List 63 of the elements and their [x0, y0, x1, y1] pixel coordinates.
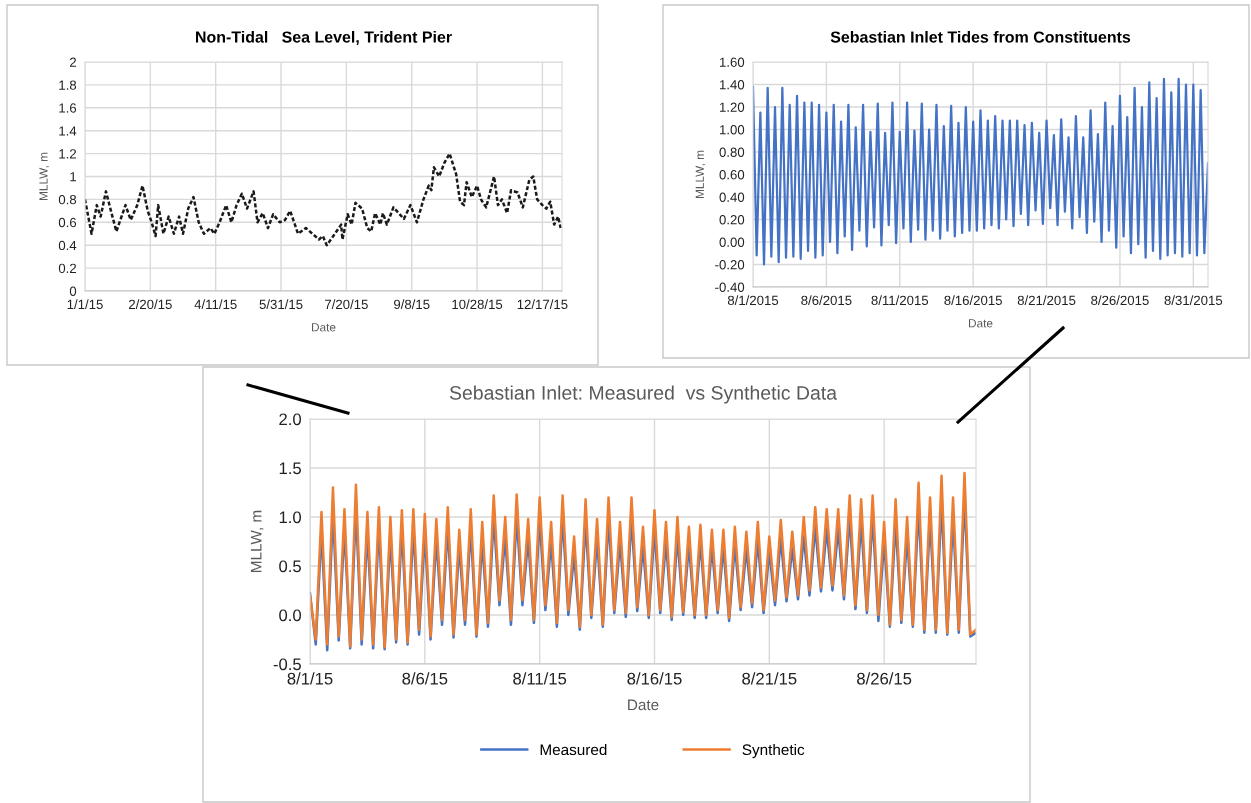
x-tick-label: 8/31/2015	[1164, 295, 1223, 306]
y-tick-label: 1.20	[720, 102, 745, 112]
y-tick-label: 0.40	[719, 192, 745, 202]
x-tick-label: 12/17/15	[517, 299, 568, 310]
y-axis-title: MLLW, m	[695, 150, 706, 199]
y-tick-label: 0.60	[719, 170, 745, 180]
x-tick-label: 7/20/15	[325, 299, 368, 310]
y-tick-label: 0.5	[279, 560, 301, 573]
x-tick-label: 8/26/2015	[1091, 295, 1149, 306]
y-tick-label: 0.6	[58, 217, 77, 228]
x-tick-label: 8/6/2015	[801, 295, 852, 306]
y-tick-label: 1	[70, 172, 77, 182]
x-tick-label: 10/28/15	[452, 299, 503, 310]
x-tick-label: 2/20/15	[129, 299, 172, 310]
chart-title: Non-Tidal Sea Level, Trident Pier	[196, 30, 452, 46]
y-tick-label: 0.2	[58, 263, 77, 274]
y-tick-label: 1.4	[59, 126, 77, 136]
y-tick-label: 0.8	[58, 194, 77, 205]
y-tick-label: 0.20	[719, 215, 745, 225]
y-tick-label: 0	[69, 286, 77, 296]
x-tick-label: 1/1/15	[67, 299, 103, 310]
y-tick-label: 1.2	[59, 149, 77, 159]
x-tick-label: 8/26/15	[857, 672, 912, 685]
y-tick-label: 1.0	[279, 511, 302, 524]
y-tick-label: 1.6	[59, 103, 77, 113]
x-axis-title: Date	[628, 699, 659, 711]
y-tick-label: 1.8	[59, 80, 77, 90]
legend-label: Measured	[540, 743, 607, 756]
y-tick-label: 1.40	[720, 80, 745, 90]
x-tick-label: 8/16/15	[627, 672, 682, 685]
x-tick-label: 9/8/15	[393, 299, 430, 310]
y-axis-title: MLLW, m	[250, 510, 264, 572]
x-axis-title: Date	[312, 323, 336, 332]
x-tick-label: 8/11/15	[513, 672, 567, 685]
x-tick-label: 8/11/2015	[871, 295, 929, 306]
line-series	[310, 471, 976, 649]
y-tick-label: 2	[69, 57, 76, 67]
chart-title: Sebastian Inlet Tides from Constituents	[830, 30, 1131, 43]
y-tick-label: -0.20	[715, 260, 745, 270]
y-tick-label: 2.0	[279, 413, 302, 426]
y-tick-label: 0.00	[719, 237, 745, 247]
x-axis-title: Date	[969, 319, 993, 328]
x-tick-label: 5/31/15	[259, 299, 303, 310]
x-tick-label: 8/16/2015	[944, 295, 1002, 306]
y-tick-label: 1.00	[720, 125, 745, 135]
legend-label: Synthetic	[742, 743, 805, 759]
y-tick-label: -0.5	[273, 658, 301, 671]
x-tick-label: 8/1/2015	[727, 295, 779, 306]
y-tick-label: 0.4	[58, 240, 77, 251]
y-axis-title: MLLW, m	[39, 152, 50, 201]
x-tick-label: 4/11/15	[194, 299, 237, 310]
x-tick-label: 8/21/2015	[1017, 295, 1076, 306]
chart-title: Sebastian Inlet: Measured vs Synthetic Data	[449, 385, 838, 404]
y-tick-label: 0.80	[719, 147, 745, 157]
y-tick-label: 0.0	[279, 609, 302, 622]
y-tick-label: -0.40	[715, 282, 745, 292]
x-tick-label: 8/21/15	[742, 672, 797, 685]
x-tick-label: 8/6/15	[402, 672, 448, 685]
x-tick-label: 8/1/15	[287, 672, 333, 685]
y-tick-label: 1.60	[720, 57, 745, 67]
y-tick-label: 1.5	[279, 462, 301, 475]
line-series	[753, 77, 1208, 266]
line-series	[85, 152, 562, 247]
